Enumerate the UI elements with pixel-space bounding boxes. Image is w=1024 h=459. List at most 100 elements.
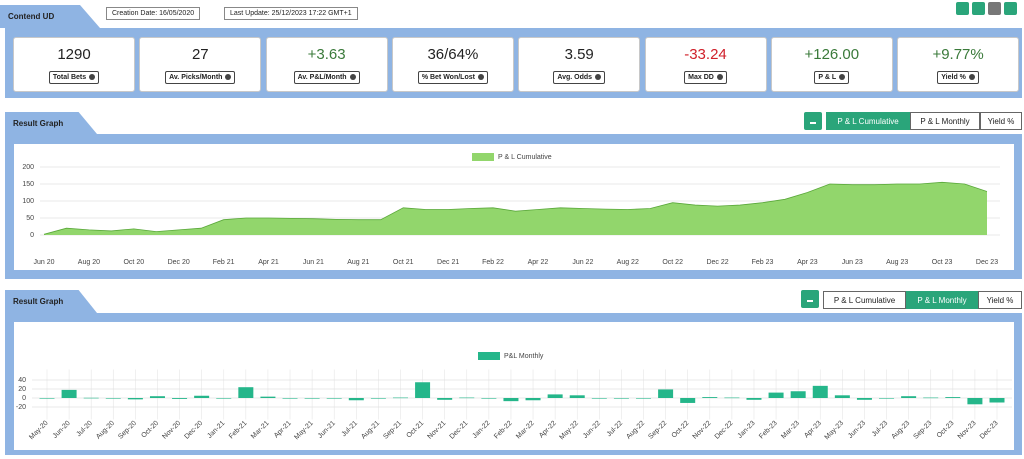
- legend-swatch: [478, 352, 500, 360]
- stat-box: -33.24 Max DD: [644, 37, 767, 92]
- bar: [326, 398, 342, 399]
- x-tick-label: Dec 22: [706, 259, 728, 266]
- bar: [481, 398, 497, 399]
- bar: [636, 398, 652, 399]
- x-tick-label: Oct 20: [123, 259, 144, 266]
- bar: [172, 398, 188, 399]
- section-tab: Result Graph: [5, 290, 97, 313]
- x-tick-label: Oct 21: [393, 259, 414, 266]
- stat-value: 27: [191, 46, 209, 63]
- x-tick-label: Aug-22: [625, 420, 646, 441]
- bar: [547, 394, 563, 398]
- x-tick-label: Aug-21: [360, 420, 381, 441]
- x-tick-label: Oct 22: [662, 259, 683, 266]
- y-tick-label: 0: [30, 232, 34, 239]
- bar: [105, 398, 121, 399]
- x-tick-label: Dec-20: [183, 420, 204, 441]
- title-tab: Contend UD: [0, 5, 100, 28]
- bar: [503, 398, 519, 402]
- x-tick-label: Jul-20: [75, 420, 94, 439]
- x-tick-label: Apr-22: [538, 420, 558, 440]
- toggle-button[interactable]: P & L Monthly: [906, 291, 978, 309]
- area-line: [43, 181, 988, 235]
- x-tick-label: Jan-21: [206, 420, 226, 440]
- bar: [61, 389, 77, 398]
- legend-label: P&L Monthly: [504, 353, 544, 360]
- stat-box: 36/64% % Bet Won/Lost: [391, 37, 514, 92]
- x-tick-label: May-23: [824, 420, 846, 442]
- x-tick-label: Oct-22: [671, 420, 691, 440]
- bar: [525, 398, 541, 401]
- stat-label: Total Bets: [48, 71, 100, 84]
- toggle-button[interactable]: Yield %: [978, 291, 1022, 309]
- bar: [149, 396, 165, 398]
- bar: [392, 397, 408, 399]
- x-tick-label: Jun-21: [317, 420, 337, 440]
- x-tick-label: Feb 21: [213, 259, 235, 266]
- bar: [923, 397, 939, 399]
- stat-label: P & L: [814, 71, 850, 84]
- y-tick-label: 100: [22, 198, 34, 205]
- chart: 0 50 100 150 200 Jun 20 Aug 20 Oct 20 Dec 20 Feb …: [22, 153, 1000, 266]
- x-tick-label: Jun-23: [847, 420, 867, 440]
- bar: [459, 397, 475, 399]
- y-tick-label: 20: [18, 386, 26, 393]
- stat-value: +3.63: [307, 46, 346, 63]
- stat-box: +3.63 Av. P&L/Month: [265, 37, 388, 92]
- x-tick-label: Dec 20: [168, 259, 190, 266]
- x-tick-label: Sep-21: [382, 420, 403, 441]
- x-tick-label: Sep-22: [647, 420, 668, 441]
- bar: [790, 391, 806, 398]
- stat-value: 36/64%: [427, 46, 479, 63]
- bar: [724, 397, 740, 399]
- icon[interactable]: [1004, 2, 1017, 15]
- x-tick-label: Aug 21: [347, 259, 369, 266]
- stat-box: 1290 Total Bets: [13, 37, 135, 92]
- bar: [415, 382, 431, 398]
- toggle-button[interactable]: P & L Cumulative: [823, 291, 906, 309]
- x-tick-label: Jun 21: [303, 259, 324, 266]
- bar: [370, 398, 386, 399]
- download-button[interactable]: [801, 290, 819, 308]
- bar: [901, 396, 917, 398]
- x-tick-label: Nov-21: [426, 420, 447, 441]
- bar: [768, 392, 784, 398]
- download-button[interactable]: [804, 112, 822, 130]
- x-tick-label: Aug 20: [78, 259, 100, 266]
- icon[interactable]: [972, 2, 985, 15]
- x-tick-label: Jul-22: [606, 420, 625, 439]
- stat-box: 27 Av. Picks/Month: [139, 37, 262, 92]
- icon[interactable]: [956, 2, 969, 15]
- y-tick-label: 50: [26, 215, 34, 222]
- toggle-button[interactable]: Yield %: [980, 112, 1022, 130]
- stat-value: 1290: [57, 46, 91, 63]
- icon[interactable]: [988, 2, 1001, 15]
- x-tick-label: Apr-23: [803, 420, 823, 440]
- x-tick-label: Apr 22: [528, 259, 549, 266]
- x-tick-label: Jul-21: [341, 420, 360, 439]
- x-tick-label: Aug 23: [886, 259, 908, 266]
- x-tick-label: Jun 20: [33, 259, 54, 266]
- toggle-button[interactable]: P & L Cumulative: [826, 112, 910, 130]
- x-tick-label: Feb-21: [228, 420, 249, 441]
- bar: [569, 395, 585, 398]
- stat-box: +9.77% Yield %: [897, 37, 1020, 92]
- bar: [967, 398, 983, 405]
- x-tick-label: Feb 23: [752, 259, 774, 266]
- x-tick-label: Feb 22: [482, 259, 504, 266]
- last-update: Last Update: 25/12/2023 17:22 GMT+1: [224, 7, 358, 20]
- bar: [746, 398, 762, 400]
- bar: [591, 398, 607, 399]
- x-tick-label: May-21: [293, 420, 315, 442]
- x-tick-label: Aug-20: [95, 420, 116, 441]
- stat-label: Max DD: [684, 71, 727, 84]
- stat-value: +126.00: [804, 46, 860, 63]
- x-tick-label: Dec 21: [437, 259, 459, 266]
- stat-label: Av. Picks/Month: [165, 71, 236, 84]
- area: [44, 182, 987, 235]
- x-tick-label: May-22: [558, 420, 580, 442]
- legend-swatch: [472, 153, 494, 161]
- toggle-button[interactable]: P & L Monthly: [910, 112, 980, 130]
